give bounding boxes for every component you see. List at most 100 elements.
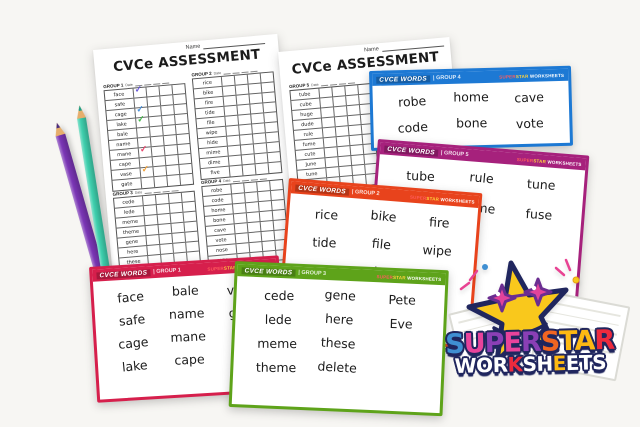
cvce-word: tube: [406, 167, 436, 185]
cvce-word: bale: [171, 282, 200, 299]
score-cell: [232, 203, 247, 214]
brand-text-part: STAR: [392, 274, 406, 280]
score-cell: [253, 143, 268, 154]
date-line: [329, 81, 337, 86]
score-cell: [346, 105, 361, 116]
score-cell: [148, 106, 162, 117]
score-cell: [249, 241, 264, 253]
logo-letter: R: [492, 352, 508, 377]
logo-letter: T: [578, 350, 593, 375]
score-cell: [240, 134, 254, 145]
score-cell: [332, 86, 347, 97]
score-cell: [267, 142, 280, 152]
score-cell: [159, 233, 174, 244]
cvce-word: robe: [397, 93, 427, 110]
assessment-table: GROUP 5 Date tube cube huge dude rule fume cute J…: [289, 74, 380, 192]
cvce-word: vote: [515, 115, 545, 132]
cvce-word: code: [397, 118, 429, 136]
score-cell: [166, 164, 181, 176]
score-cell: [160, 95, 175, 106]
score-cell: [171, 222, 186, 233]
score-cell: [152, 156, 167, 167]
assessment-table: GROUP 1 Date face ✓ safe cage ✓ lake ✓ bale name ma…: [103, 74, 195, 192]
score-cell: [252, 123, 266, 134]
date-line: [143, 81, 151, 86]
score-cell: [252, 133, 267, 144]
score-cell: [175, 114, 188, 124]
score-cell: [325, 157, 340, 168]
score-cell: [143, 205, 158, 216]
score-cell: [227, 135, 241, 146]
score-cell: [262, 82, 275, 92]
logo-letter: W: [454, 353, 477, 378]
score-cell: [145, 224, 160, 236]
score-cell: [321, 117, 336, 128]
cvce-word: cage: [117, 334, 150, 352]
score-cell: [163, 135, 178, 146]
date-line: [320, 81, 328, 87]
score-cell: [335, 126, 350, 137]
date-line: [222, 70, 231, 75]
logo-letter: O: [475, 352, 493, 378]
cvce-word: lede: [264, 311, 292, 328]
score-cell: [159, 85, 174, 96]
brand-text-part: SUPER: [499, 73, 516, 80]
name-label: Name: [185, 43, 201, 51]
cvce-word: [368, 363, 430, 380]
score-cell: [172, 232, 187, 243]
brand-text-part: SUPER: [376, 273, 394, 280]
cvce-word: Eve: [389, 315, 413, 332]
pencil-lead: [77, 105, 82, 111]
score-cell: [149, 126, 164, 137]
card-brand: SUPERSTAR WORKSHEETS: [499, 72, 564, 79]
word-card-blue-group4: CVCE WORDS | GROUP 4 SUPERSTAR WORKSHEET…: [369, 65, 574, 151]
brand-text-part: WORKSHEETS: [528, 72, 565, 79]
score-cell: [169, 202, 184, 213]
checkmark: ✓: [139, 143, 148, 155]
score-cell: [245, 192, 259, 203]
date-line: [241, 176, 249, 182]
cvce-word: theme: [255, 359, 297, 376]
logo-letter: E: [552, 351, 567, 376]
checkmark: ✓: [134, 83, 143, 95]
date-line: [338, 80, 346, 85]
assessment-table: GROUP 2 Date rice bike fire tide file wipe hide m…: [191, 62, 283, 181]
date-line: [231, 69, 240, 74]
date-label: Date: [222, 178, 231, 184]
name-label: Name: [363, 46, 380, 54]
score-cell: [226, 125, 240, 136]
score-cell: [250, 103, 265, 114]
score-cell: [338, 156, 353, 167]
date-label: Date: [125, 82, 133, 88]
card-title: CVCE WORDS: [241, 266, 296, 277]
score-cell: [348, 124, 363, 136]
date-line: [161, 187, 170, 193]
score-cell: [246, 212, 261, 223]
card-group-tag: | GROUP 1: [153, 267, 182, 276]
date-line: [143, 189, 152, 195]
score-cell: [137, 127, 151, 138]
score-cell: [160, 243, 174, 254]
date-line: [259, 175, 267, 180]
score-cell: [248, 83, 263, 94]
checkmark: ✓: [141, 163, 150, 175]
score-cell: [262, 240, 277, 251]
card-title: CVCE WORDS: [96, 268, 151, 280]
score-cell: [173, 94, 186, 104]
card-group-tag: | GROUP 3: [298, 269, 327, 277]
cvce-word: Pete: [387, 291, 416, 308]
date-line: [232, 177, 240, 183]
card-group-tag: | GROUP 2: [351, 188, 380, 198]
score-cell: [151, 146, 166, 157]
table-grid: tubecubehugeduderulefumecuteJunetunefuse: [289, 83, 380, 192]
score-cell: [235, 84, 250, 95]
score-cell: [142, 195, 157, 206]
logo-letter: H: [536, 351, 553, 376]
score-cell: [173, 242, 187, 253]
date-label: Date: [213, 70, 222, 76]
score-cell: [321, 107, 335, 118]
score-cell: [324, 147, 339, 158]
score-cell: [254, 153, 269, 164]
cvce-word: tune: [526, 176, 557, 193]
cvce-word: safe: [118, 311, 146, 329]
